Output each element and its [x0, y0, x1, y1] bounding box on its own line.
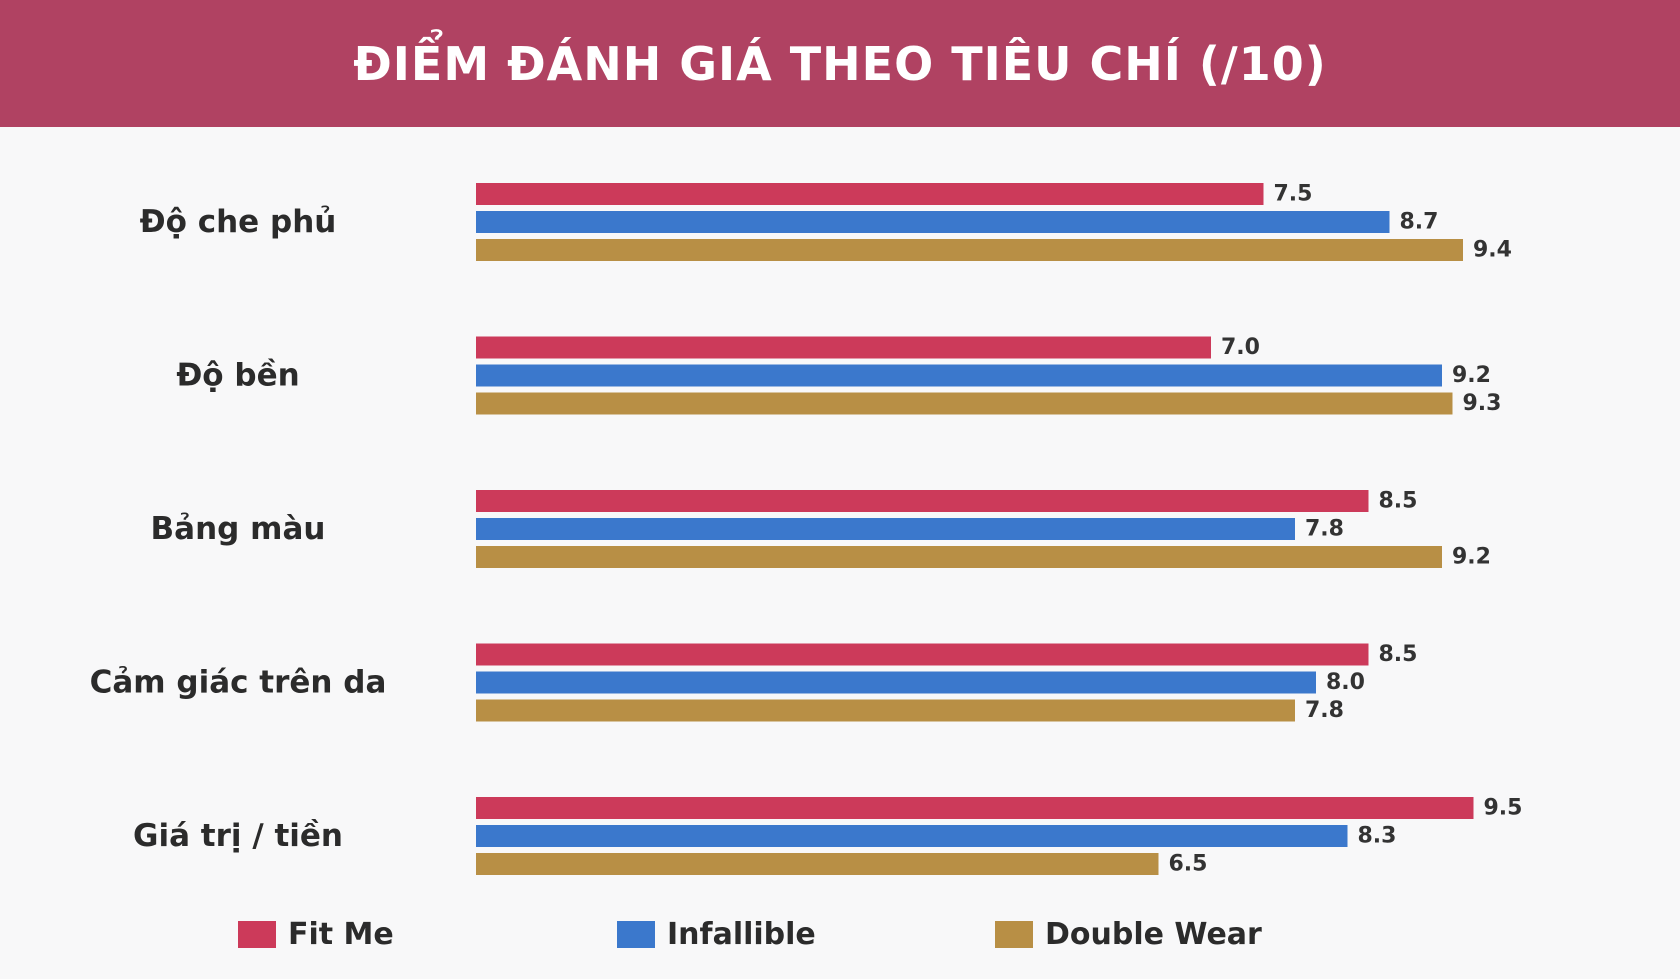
value-label-fit-me-cam-giac-tren-da: 8.5 — [1379, 642, 1418, 667]
legend-item-infallible: Infallible — [617, 912, 816, 956]
value-label-infallible-gia-tri-tien: 8.3 — [1358, 824, 1397, 849]
legend-label-fit-me: Fit Me — [288, 916, 394, 952]
category-label-gia-tri-tien: Giá trị / tiền — [133, 818, 343, 854]
value-label-double-wear-bang-mau: 9.2 — [1452, 545, 1491, 570]
value-label-infallible-bang-mau: 7.8 — [1305, 517, 1344, 542]
bar-infallible-do-ben — [476, 364, 1442, 387]
value-label-fit-me-do-ben: 7.0 — [1221, 335, 1260, 360]
value-label-infallible-do-che-phu: 8.7 — [1400, 210, 1439, 235]
value-label-fit-me-gia-tri-tien: 9.5 — [1484, 796, 1523, 821]
bar-infallible-gia-tri-tien — [476, 825, 1348, 847]
legend-swatch-fit-me — [238, 920, 276, 948]
chart-title: ĐIỂM ĐÁNH GIÁ THEO TIÊU CHÍ (/10) — [353, 36, 1327, 91]
value-label-infallible-do-ben: 9.2 — [1452, 363, 1491, 388]
value-label-double-wear-do-ben: 9.3 — [1463, 391, 1502, 416]
bar-infallible-bang-mau — [476, 518, 1295, 540]
legend-label-double-wear: Double Wear — [1045, 916, 1262, 952]
category-label-do-ben: Độ bền — [176, 358, 299, 394]
category-label-cam-giac-tren-da: Cảm giác trên da — [90, 665, 387, 701]
bar-fit-me-gia-tri-tien — [476, 797, 1474, 819]
legend-swatch-infallible — [617, 920, 655, 948]
value-label-infallible-cam-giac-tren-da: 8.0 — [1326, 670, 1365, 695]
bar-fit-me-bang-mau — [476, 490, 1369, 512]
bar-infallible-cam-giac-tren-da — [476, 671, 1316, 694]
chart-header: ĐIỂM ĐÁNH GIÁ THEO TIÊU CHÍ (/10) — [0, 0, 1680, 127]
value-label-double-wear-do-che-phu: 9.4 — [1473, 238, 1512, 263]
bar-double-wear-bang-mau — [476, 546, 1442, 568]
value-label-double-wear-gia-tri-tien: 6.5 — [1169, 852, 1208, 877]
legend-item-fit-me: Fit Me — [238, 912, 394, 956]
bar-fit-me-do-che-phu — [476, 183, 1264, 205]
value-label-fit-me-bang-mau: 8.5 — [1379, 489, 1418, 514]
value-label-double-wear-cam-giac-tren-da: 7.8 — [1305, 698, 1344, 723]
bar-fit-me-do-ben — [476, 336, 1211, 359]
bar-fit-me-cam-giac-tren-da — [476, 643, 1369, 666]
chart-legend: Fit Me Infallible Double Wear — [0, 912, 1680, 956]
bar-double-wear-do-che-phu — [476, 239, 1463, 261]
bar-double-wear-cam-giac-tren-da — [476, 699, 1295, 722]
bar-infallible-do-che-phu — [476, 211, 1390, 233]
category-label-do-che-phu: Độ che phủ — [140, 204, 337, 240]
bar-double-wear-gia-tri-tien — [476, 853, 1159, 875]
legend-label-infallible: Infallible — [667, 916, 816, 952]
value-label-fit-me-do-che-phu: 7.5 — [1274, 182, 1313, 207]
bar-double-wear-do-ben — [476, 392, 1453, 415]
legend-item-double-wear: Double Wear — [995, 912, 1262, 956]
category-label-bang-mau: Bảng màu — [151, 511, 326, 547]
legend-swatch-double-wear — [995, 920, 1033, 948]
